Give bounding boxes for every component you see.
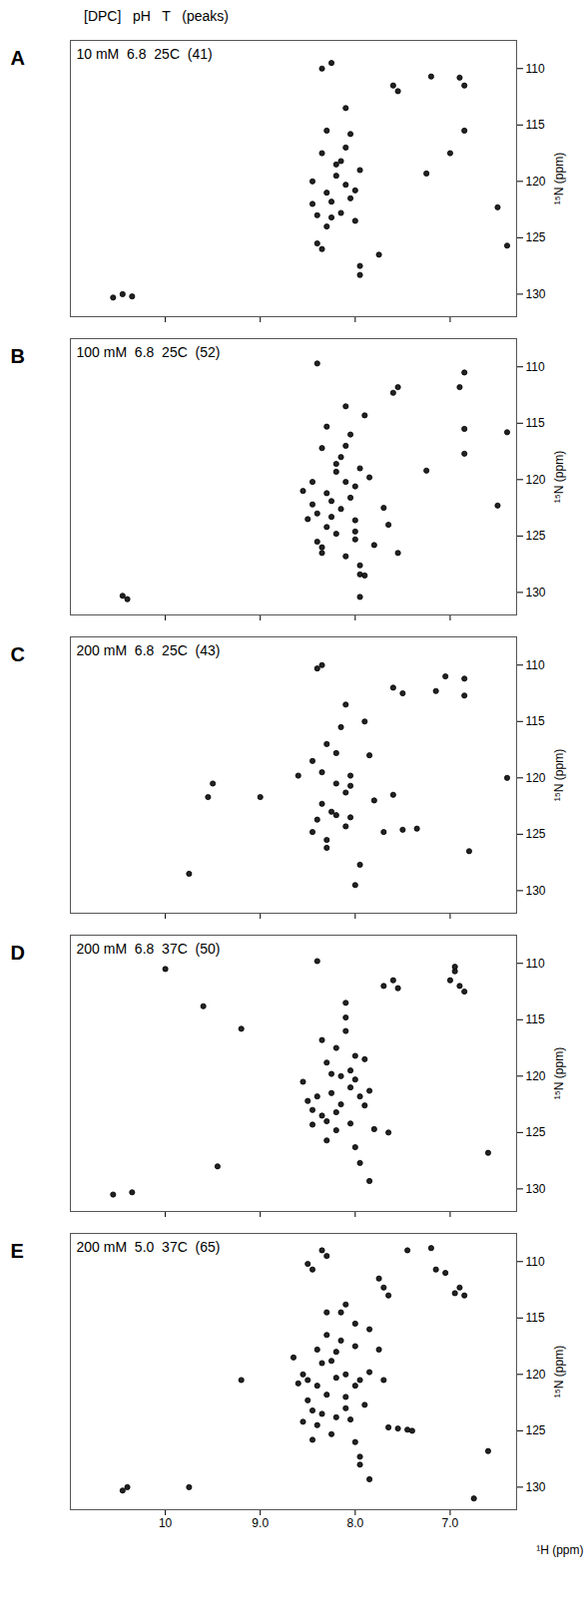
svg-text:110: 110 [526, 1255, 546, 1270]
svg-text:100 mM 6.8 25C (52): 100 mM 6.8 25C (52) [76, 344, 221, 361]
svg-text:9.0: 9.0 [251, 1517, 269, 1532]
svg-text:125: 125 [526, 1424, 547, 1439]
html-text:[DPC] pH T (peaks): [DPC] pH T (peaks) [83, 7, 229, 24]
svg-text:C: C [10, 643, 25, 666]
svg-text:¹⁵N (ppm): ¹⁵N (ppm) [552, 152, 567, 205]
svg-text:120: 120 [526, 174, 547, 189]
svg-text:125: 125 [526, 1126, 547, 1141]
svg-text:110: 110 [526, 360, 546, 375]
svg-text:115: 115 [526, 714, 546, 729]
svg-text:130: 130 [526, 586, 547, 600]
svg-text:¹⁵N (ppm): ¹⁵N (ppm) [552, 451, 567, 504]
svg-text:120: 120 [526, 473, 547, 488]
svg-text:200 mM 6.8 25C (43): 200 mM 6.8 25C (43) [76, 642, 221, 659]
svg-text:130: 130 [526, 884, 547, 899]
svg-text:200 mM 5.0 37C (65): 200 mM 5.0 37C (65) [76, 1239, 221, 1256]
svg-text:8.0: 8.0 [346, 1517, 364, 1532]
svg-text:200 mM 6.8 37C (50): 200 mM 6.8 37C (50) [76, 941, 221, 958]
svg-text:115: 115 [526, 1311, 546, 1326]
svg-text:130: 130 [526, 287, 547, 302]
svg-text:¹⁵N (ppm): ¹⁵N (ppm) [552, 749, 567, 802]
svg-text:110: 110 [526, 957, 546, 972]
svg-text:115: 115 [526, 1013, 546, 1028]
svg-text:¹⁵N (ppm): ¹⁵N (ppm) [552, 1346, 567, 1399]
svg-text:D: D [10, 942, 25, 965]
svg-text:120: 120 [526, 1368, 547, 1383]
svg-text:115: 115 [526, 117, 546, 132]
svg-text:130: 130 [526, 1182, 547, 1197]
svg-text:B: B [10, 345, 25, 368]
svg-text:120: 120 [526, 771, 547, 786]
svg-text:125: 125 [526, 230, 547, 245]
svg-text:125: 125 [526, 529, 547, 544]
svg-text:¹⁵N (ppm): ¹⁵N (ppm) [552, 1048, 567, 1101]
svg-text:10 mM 6.8 25C (41): 10 mM 6.8 25C (41) [76, 45, 213, 62]
svg-text:120: 120 [526, 1070, 547, 1085]
svg-text:130: 130 [526, 1481, 547, 1496]
svg-text:A: A [10, 46, 25, 69]
svg-text:E: E [10, 1240, 24, 1263]
svg-text:110: 110 [526, 658, 546, 673]
svg-text:125: 125 [526, 827, 547, 842]
svg-text:10: 10 [158, 1517, 173, 1532]
svg-text:115: 115 [526, 416, 546, 431]
svg-text:7.0: 7.0 [442, 1517, 460, 1532]
svg-text:110: 110 [526, 61, 546, 76]
svg-text:¹H (ppm): ¹H (ppm) [536, 1544, 584, 1559]
